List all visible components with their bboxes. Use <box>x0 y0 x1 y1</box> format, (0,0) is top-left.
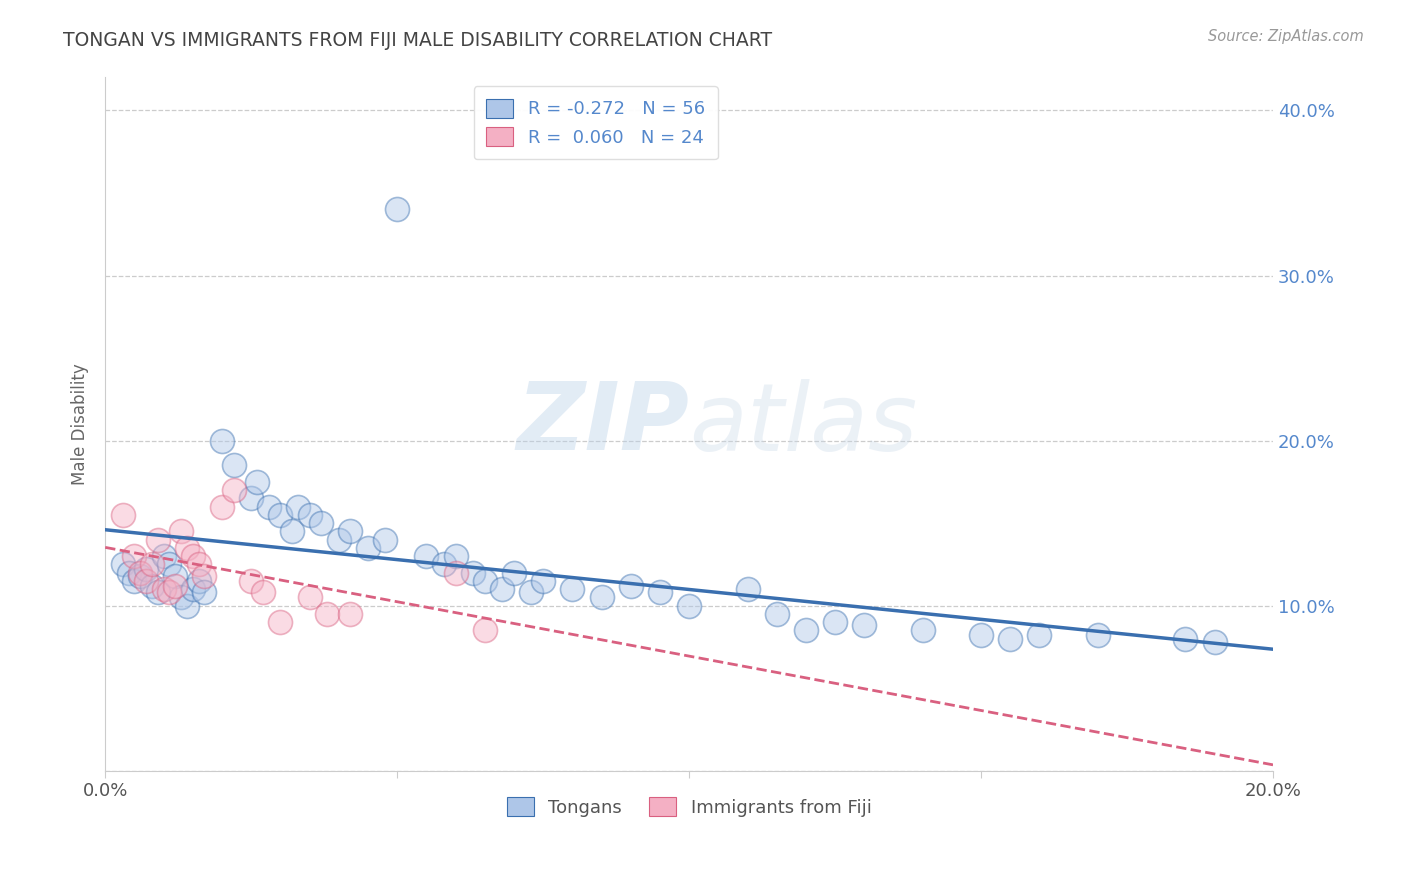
Point <box>316 607 339 621</box>
Point <box>385 202 408 217</box>
Point <box>111 508 134 522</box>
Point <box>211 500 233 514</box>
Point <box>165 579 187 593</box>
Point <box>503 566 526 580</box>
Point <box>146 533 169 547</box>
Point <box>159 558 181 572</box>
Point <box>124 549 146 563</box>
Point <box>298 508 321 522</box>
Point <box>152 549 174 563</box>
Text: TONGAN VS IMMIGRANTS FROM FIJI MALE DISABILITY CORRELATION CHART: TONGAN VS IMMIGRANTS FROM FIJI MALE DISA… <box>63 31 772 50</box>
Point <box>117 566 139 580</box>
Point <box>1087 628 1109 642</box>
Point <box>170 591 193 605</box>
Point <box>520 585 543 599</box>
Point <box>474 624 496 638</box>
Point <box>765 607 787 621</box>
Point <box>222 483 245 497</box>
Point <box>591 591 613 605</box>
Point <box>269 615 291 629</box>
Point <box>444 566 467 580</box>
Text: Source: ZipAtlas.com: Source: ZipAtlas.com <box>1208 29 1364 44</box>
Point <box>257 500 280 514</box>
Point <box>474 574 496 588</box>
Point <box>170 524 193 539</box>
Text: ZIP: ZIP <box>516 378 689 470</box>
Point <box>240 491 263 506</box>
Legend: Tongans, Immigrants from Fiji: Tongans, Immigrants from Fiji <box>499 790 879 824</box>
Point <box>129 566 152 580</box>
Point <box>531 574 554 588</box>
Point <box>1000 632 1022 646</box>
Point <box>287 500 309 514</box>
Point <box>124 574 146 588</box>
Point <box>1174 632 1197 646</box>
Point <box>970 628 993 642</box>
Point <box>648 585 671 599</box>
Point <box>193 569 215 583</box>
Point <box>193 585 215 599</box>
Point <box>165 569 187 583</box>
Point <box>141 579 163 593</box>
Point <box>620 579 643 593</box>
Point <box>794 624 817 638</box>
Point <box>211 434 233 448</box>
Point <box>339 607 361 621</box>
Point <box>339 524 361 539</box>
Point <box>444 549 467 563</box>
Point <box>135 562 157 576</box>
Point <box>141 558 163 572</box>
Point <box>1028 628 1050 642</box>
Point <box>246 475 269 489</box>
Point <box>181 549 204 563</box>
Point <box>433 558 456 572</box>
Point <box>737 582 759 596</box>
Text: atlas: atlas <box>689 378 917 469</box>
Point <box>187 574 209 588</box>
Point <box>461 566 484 580</box>
Point <box>678 599 700 613</box>
Point <box>135 574 157 588</box>
Point <box>824 615 846 629</box>
Y-axis label: Male Disability: Male Disability <box>72 363 89 485</box>
Point <box>1204 635 1226 649</box>
Point <box>146 585 169 599</box>
Point <box>159 585 181 599</box>
Point <box>328 533 350 547</box>
Point <box>561 582 583 596</box>
Point <box>374 533 396 547</box>
Point <box>222 458 245 473</box>
Point <box>252 585 274 599</box>
Point <box>129 569 152 583</box>
Point <box>357 541 380 555</box>
Point <box>309 516 332 530</box>
Point <box>853 618 876 632</box>
Point <box>911 624 934 638</box>
Point <box>415 549 437 563</box>
Point <box>181 582 204 596</box>
Point <box>281 524 304 539</box>
Point <box>176 599 198 613</box>
Point <box>240 574 263 588</box>
Point <box>152 582 174 596</box>
Point <box>176 541 198 555</box>
Point <box>269 508 291 522</box>
Point <box>298 591 321 605</box>
Point <box>111 558 134 572</box>
Point <box>187 558 209 572</box>
Point <box>491 582 513 596</box>
